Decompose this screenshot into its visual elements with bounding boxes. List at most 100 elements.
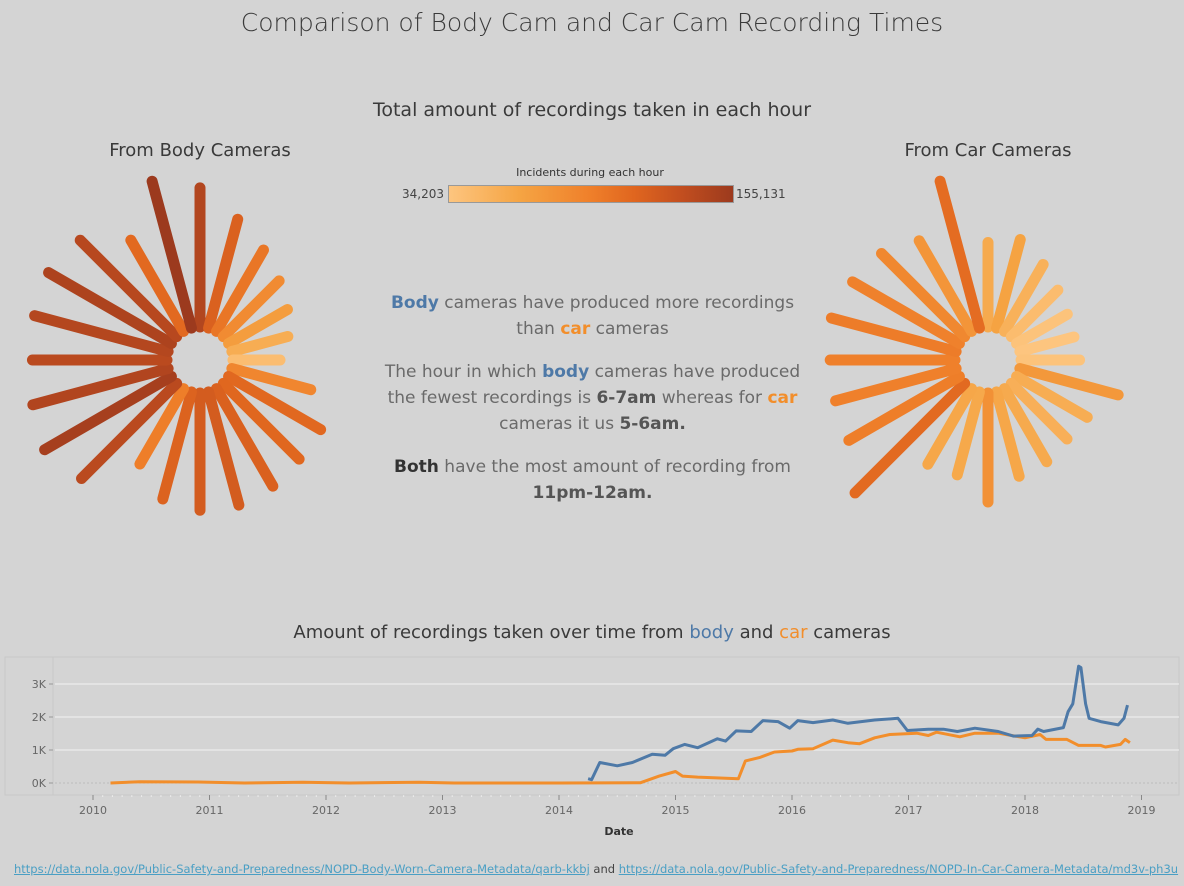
x-minor-tick bbox=[917, 795, 919, 797]
hour-spoke-7[interactable] bbox=[226, 363, 317, 396]
x-minor-tick bbox=[888, 795, 890, 797]
note-fewest-hour: The hour in which body cameras have prod… bbox=[380, 359, 805, 437]
x-minor-tick bbox=[412, 795, 414, 797]
x-minor-tick bbox=[937, 795, 939, 797]
hour-spoke-10[interactable] bbox=[211, 383, 279, 492]
hour-spoke-3[interactable] bbox=[217, 275, 285, 343]
both-keyword: Both bbox=[394, 457, 439, 477]
x-minor-tick bbox=[742, 795, 745, 797]
hour-spoke-17[interactable] bbox=[830, 363, 962, 407]
hour-spoke-11[interactable] bbox=[203, 386, 245, 511]
x-minor-tick bbox=[1014, 795, 1016, 797]
note-text: cameras have produced more recordings th… bbox=[438, 293, 795, 339]
x-tick-label: 2018 bbox=[1011, 804, 1039, 817]
x-minor-tick bbox=[626, 795, 628, 797]
x-minor-tick bbox=[849, 795, 851, 797]
hour-spoke-20[interactable] bbox=[847, 276, 965, 349]
hour-spoke-22[interactable] bbox=[125, 234, 189, 337]
hour-spoke-13[interactable] bbox=[157, 386, 197, 505]
body-keyword: body bbox=[542, 362, 590, 382]
x-tick-label: 2017 bbox=[895, 804, 923, 817]
x-minor-tick bbox=[975, 795, 978, 797]
hour-spoke-8[interactable] bbox=[223, 371, 327, 436]
x-minor-tick bbox=[1063, 795, 1065, 797]
x-minor-tick bbox=[160, 795, 162, 797]
x-tick-label: 2019 bbox=[1128, 804, 1156, 817]
x-minor-tick bbox=[859, 795, 861, 797]
hour-spoke-7[interactable] bbox=[1014, 363, 1124, 401]
x-minor-tick bbox=[548, 795, 550, 797]
body-cam-source-link[interactable]: https://data.nola.gov/Public-Safety-and-… bbox=[14, 862, 590, 876]
hour-spoke-22[interactable] bbox=[913, 235, 977, 337]
hour-spoke-11[interactable] bbox=[991, 386, 1025, 482]
x-minor-tick bbox=[723, 795, 725, 797]
x-tick-label: 2010 bbox=[79, 804, 107, 817]
hour-spoke-15[interactable] bbox=[849, 377, 971, 499]
car-keyword: car bbox=[779, 622, 808, 643]
hour-spoke-9[interactable] bbox=[1005, 377, 1073, 445]
x-minor-tick bbox=[179, 795, 181, 797]
x-minor-tick bbox=[432, 795, 434, 797]
x-minor-tick bbox=[247, 795, 249, 797]
car-series-line[interactable] bbox=[110, 730, 1131, 785]
body-series-line[interactable] bbox=[587, 664, 1129, 782]
body-keyword: body bbox=[689, 622, 734, 643]
hour-spoke-14[interactable] bbox=[922, 383, 977, 470]
x-minor-tick bbox=[257, 795, 259, 797]
hour-spoke-21[interactable] bbox=[74, 234, 183, 343]
hour-spoke-19[interactable] bbox=[29, 310, 174, 357]
x-minor-tick bbox=[752, 795, 754, 797]
x-minor-tick bbox=[713, 795, 715, 797]
plot-frame bbox=[4, 656, 1180, 796]
hour-spoke-20[interactable] bbox=[43, 267, 177, 349]
x-minor-tick bbox=[568, 795, 570, 797]
hour-spoke-5[interactable] bbox=[1014, 331, 1080, 357]
hour-spoke-16[interactable] bbox=[843, 371, 965, 446]
x-minor-tick bbox=[927, 795, 929, 797]
hour-spoke-4[interactable] bbox=[223, 304, 293, 349]
hour-spoke-4[interactable] bbox=[1011, 308, 1073, 349]
hour-spoke-2[interactable] bbox=[999, 258, 1049, 337]
x-minor-tick bbox=[771, 795, 774, 797]
color-legend-title: Incidents during each hour bbox=[516, 166, 664, 179]
x-minor-tick bbox=[344, 795, 347, 797]
sources: https://data.nola.gov/Public-Safety-and-… bbox=[14, 862, 1178, 876]
body-keyword: Body bbox=[390, 293, 439, 313]
x-minor-tick bbox=[315, 795, 317, 797]
x-minor-tick bbox=[616, 795, 618, 797]
hour-spoke-9[interactable] bbox=[217, 377, 305, 465]
x-minor-tick bbox=[1131, 795, 1133, 797]
hour-spoke-8[interactable] bbox=[1011, 371, 1093, 423]
x-minor-tick bbox=[587, 795, 589, 797]
x-minor-tick bbox=[1034, 795, 1036, 797]
hour-spoke-5[interactable] bbox=[226, 330, 294, 357]
x-minor-tick bbox=[636, 795, 638, 797]
x-tick-label: 2013 bbox=[429, 804, 457, 817]
hour-spoke-1[interactable] bbox=[991, 234, 1026, 334]
x-minor-tick bbox=[383, 795, 385, 797]
hour-spoke-1[interactable] bbox=[203, 213, 244, 334]
hour-spoke-3[interactable] bbox=[1005, 284, 1064, 343]
hour-spoke-17[interactable] bbox=[27, 363, 174, 411]
hour-spoke-16[interactable] bbox=[39, 371, 177, 456]
color-legend-gradient bbox=[448, 185, 734, 203]
hour-spoke-21[interactable] bbox=[876, 248, 971, 343]
x-minor-tick bbox=[995, 795, 997, 797]
line-chart-title: Amount of recordings taken over time fro… bbox=[0, 622, 1184, 643]
hour-spoke-23[interactable] bbox=[146, 175, 197, 334]
hour-spoke-10[interactable] bbox=[999, 383, 1053, 468]
x-minor-tick bbox=[956, 795, 958, 797]
hour-spoke-23[interactable] bbox=[934, 175, 985, 334]
hour-spoke-15[interactable] bbox=[76, 377, 183, 484]
hour-spoke-2[interactable] bbox=[211, 244, 269, 337]
x-minor-tick bbox=[451, 795, 453, 797]
x-minor-tick bbox=[704, 795, 706, 797]
color-legend-min: 34,203 bbox=[402, 187, 444, 201]
hour-spoke-13[interactable] bbox=[951, 386, 985, 481]
hour-spoke-19[interactable] bbox=[825, 312, 962, 357]
x-minor-tick bbox=[131, 795, 133, 797]
x-minor-tick bbox=[500, 795, 502, 797]
x-minor-tick bbox=[597, 795, 599, 797]
hour-spoke-14[interactable] bbox=[134, 383, 189, 470]
car-cam-source-link[interactable]: https://data.nola.gov/Public-Safety-and-… bbox=[618, 862, 1179, 876]
